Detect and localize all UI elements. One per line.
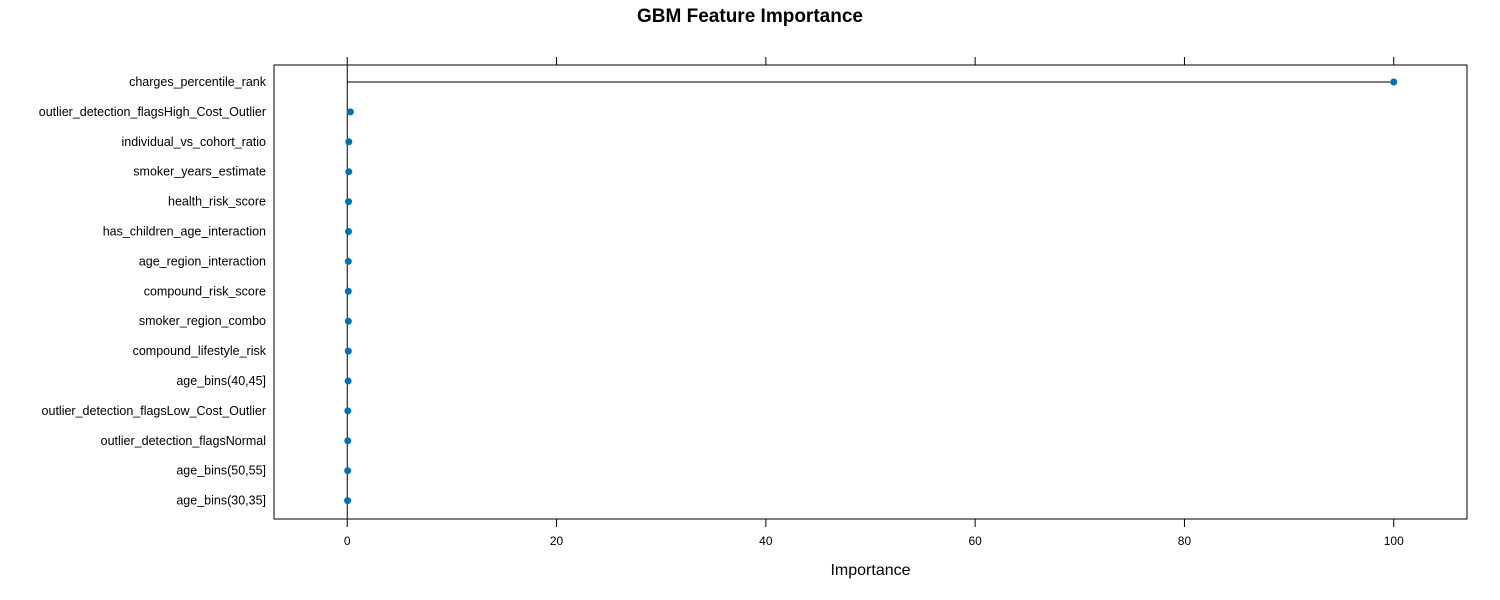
x-tick-label: 80 [1178, 534, 1192, 548]
category-label: age_bins(50,55] [176, 464, 266, 478]
category-label: individual_vs_cohort_ratio [121, 135, 266, 149]
importance-point [344, 407, 352, 415]
x-tick-label: 100 [1384, 534, 1404, 548]
importance-point [345, 168, 353, 176]
top-axis [346, 57, 1395, 65]
bottom-axis: 0 20 40 60 80 100 [344, 519, 1404, 548]
category-label: outlier_detection_flagsLow_Cost_Outlier [42, 404, 266, 418]
importance-point [344, 497, 352, 505]
importance-point [345, 198, 353, 206]
chart-title: GBM Feature Importance [637, 6, 863, 27]
category-label: outlier_detection_flagsNormal [101, 434, 266, 448]
category-label: health_risk_score [168, 195, 266, 209]
x-tick-label: 40 [759, 534, 773, 548]
category-label: compound_lifestyle_risk [133, 344, 267, 358]
category-label: smoker_region_combo [139, 314, 266, 328]
importance-point [344, 347, 352, 355]
importance-point [344, 377, 352, 385]
category-label: smoker_years_estimate [133, 165, 266, 179]
importance-point [344, 437, 352, 445]
importance-point [344, 317, 352, 325]
x-axis-title: Importance [830, 562, 910, 579]
x-tick-label: 0 [344, 534, 351, 548]
importance-points [344, 78, 1398, 505]
importance-point [345, 138, 353, 146]
category-label: charges_percentile_rank [129, 75, 267, 89]
category-label: compound_risk_score [144, 284, 266, 298]
category-label: has_children_age_interaction [103, 225, 266, 239]
category-labels: charges_percentile_rank outlier_detection… [39, 75, 267, 508]
category-label: age_bins(30,35] [176, 494, 266, 508]
importance-point [346, 108, 354, 116]
plot-frame [273, 64, 1468, 520]
category-label: age_region_interaction [139, 254, 266, 268]
importance-stems [346, 65, 1394, 519]
importance-point [344, 257, 352, 265]
importance-point [1390, 78, 1398, 86]
category-label: age_bins(40,45] [176, 374, 266, 388]
category-label: outlier_detection_flagsHigh_Cost_Outlier [39, 105, 266, 119]
x-tick-label: 20 [550, 534, 564, 548]
importance-point [345, 228, 353, 235]
x-tick-label: 60 [968, 534, 982, 548]
importance-point [344, 467, 352, 475]
importance-point [344, 287, 352, 295]
